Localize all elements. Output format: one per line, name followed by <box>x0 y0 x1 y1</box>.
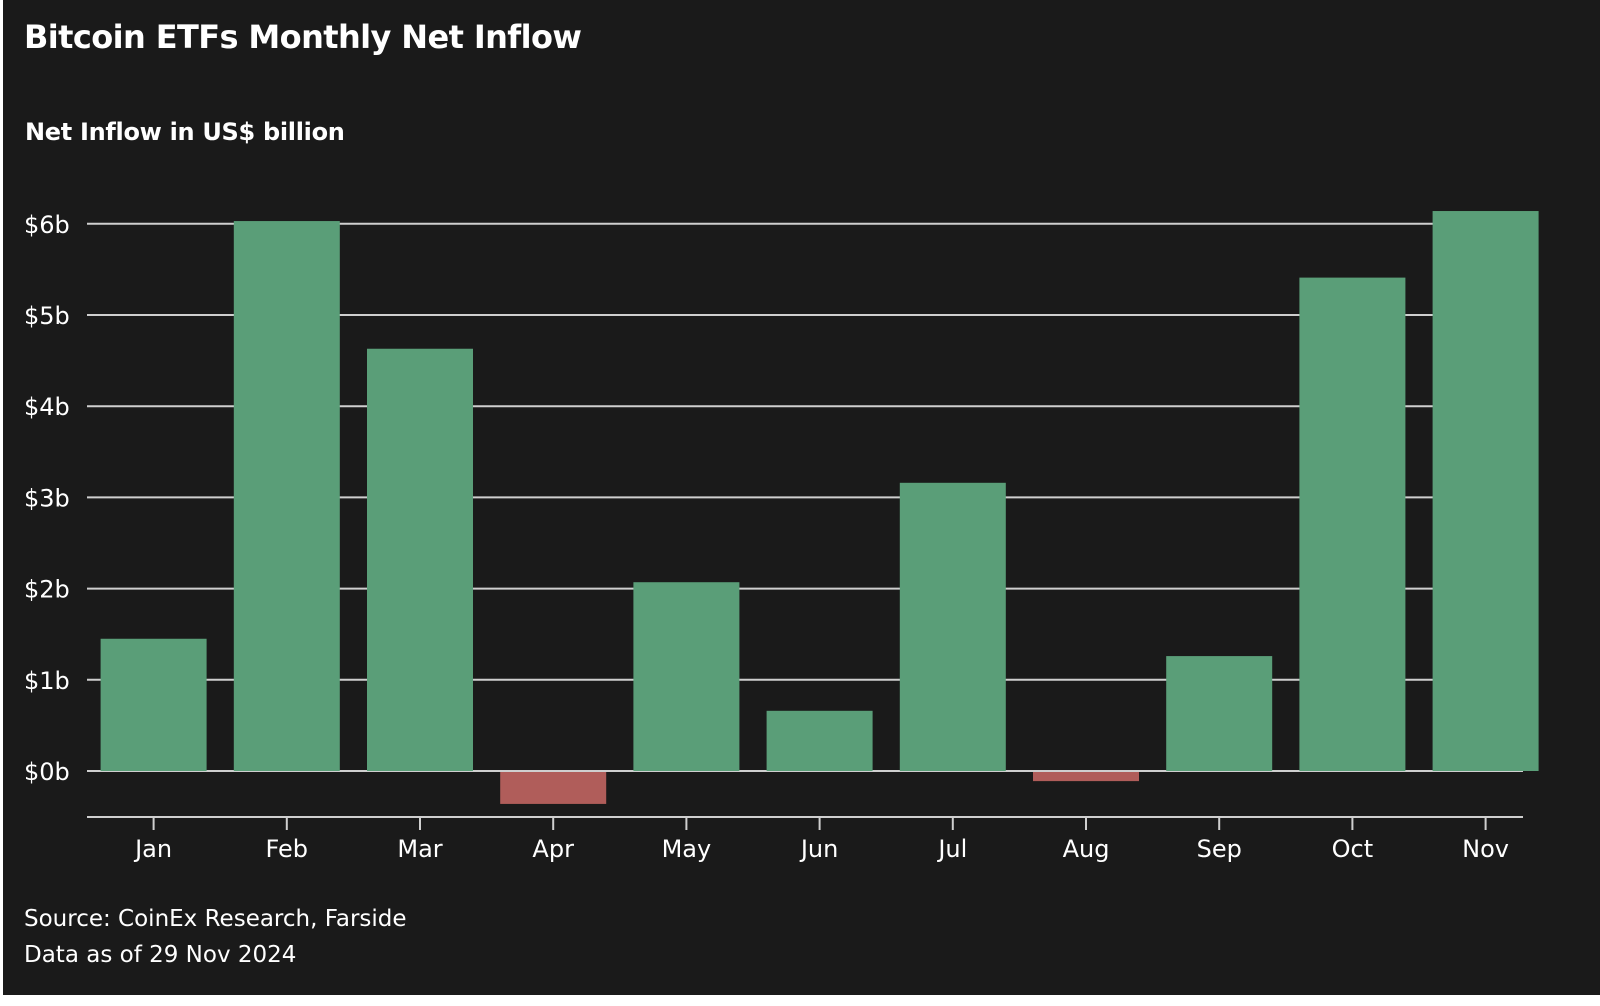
chart-subtitle: Net Inflow in US$ billion <box>25 118 345 146</box>
bar-mar <box>367 348 473 771</box>
bar-oct <box>1299 277 1406 771</box>
x-tick-label: Aug <box>1063 835 1110 863</box>
chart-frame: Bitcoin ETFs Monthly Net Inflow Net Infl… <box>3 0 1600 995</box>
x-tick-label: May <box>662 835 712 863</box>
y-tick-label: $6b <box>24 211 70 239</box>
y-tick-label: $2b <box>24 576 70 604</box>
bar-aug <box>1033 772 1139 782</box>
bar-jun <box>766 710 873 771</box>
bar-sep <box>1166 656 1273 771</box>
x-tick-label: Jul <box>936 835 967 863</box>
x-axis: Jan Feb Mar Apr May Jun Jul Aug Sep Oct Nov <box>87 816 1523 863</box>
x-tick-label: Sep <box>1197 835 1242 863</box>
bar-apr <box>500 772 607 804</box>
y-tick-label: $1b <box>24 667 70 695</box>
bar-chart: $0b $1b $2b $3b $4b $5b $6b Jan Feb Mar Apr May Jun… <box>24 211 1539 863</box>
y-tick-label: $4b <box>24 393 70 421</box>
source-note: Source: CoinEx Research, Farside <box>24 906 407 932</box>
x-tick-label: Jun <box>799 835 839 863</box>
date-note: Data as of 29 Nov 2024 <box>24 942 297 968</box>
bars <box>100 211 1539 804</box>
bar-jan <box>100 638 207 771</box>
x-tick-label: Apr <box>532 835 574 863</box>
chart-title: Bitcoin ETFs Monthly Net Inflow <box>24 18 582 56</box>
y-tick-label: $0b <box>24 758 70 786</box>
x-tick-label: Oct <box>1332 835 1374 863</box>
x-tick-label: Jan <box>133 835 172 863</box>
y-axis-ticks: $0b $1b $2b $3b $4b $5b $6b <box>24 211 70 786</box>
y-tick-label: $5b <box>24 302 70 330</box>
bar-nov <box>1432 211 1539 772</box>
bar-may <box>633 582 740 771</box>
bar-jul <box>899 482 1006 771</box>
x-tick-label: Feb <box>266 835 309 863</box>
x-tick-label: Nov <box>1462 835 1509 863</box>
y-tick-label: $3b <box>24 484 70 512</box>
x-tick-label: Mar <box>397 835 442 863</box>
bar-feb <box>233 221 340 772</box>
